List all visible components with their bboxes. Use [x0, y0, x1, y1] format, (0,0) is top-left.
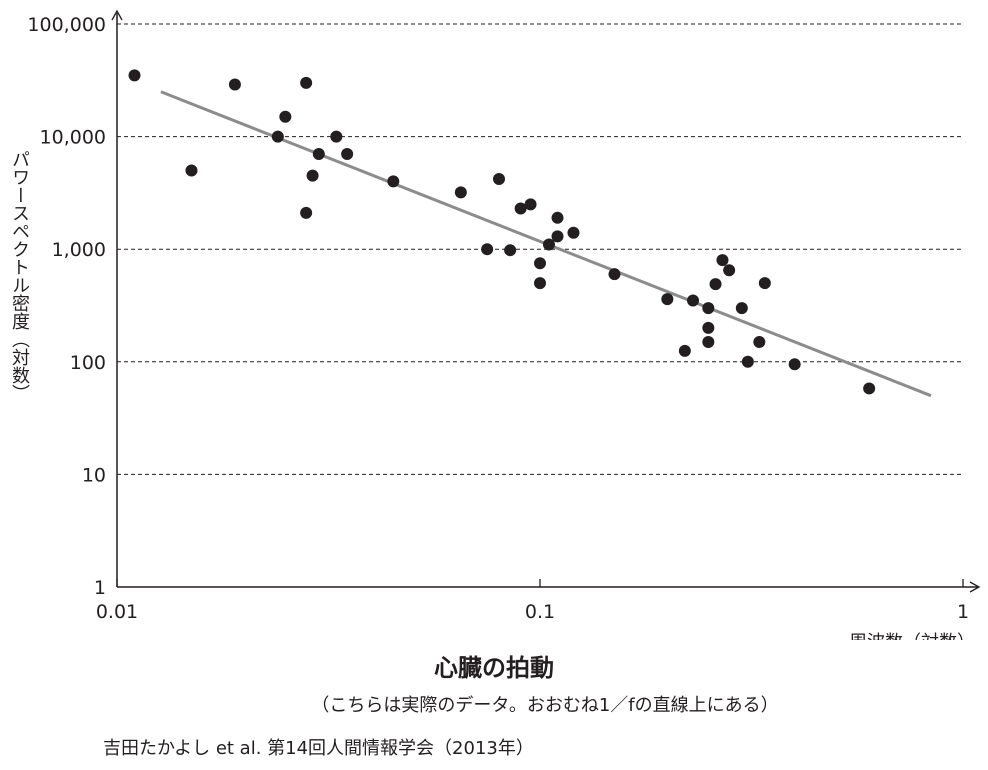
y-tick-label: 100,000 — [27, 14, 106, 36]
y-tick-label: 1,000 — [52, 239, 106, 261]
data-point — [709, 278, 722, 291]
data-point — [758, 277, 771, 290]
data-point — [271, 130, 284, 143]
data-point — [514, 202, 527, 215]
data-point — [551, 230, 564, 243]
data-points — [128, 69, 876, 395]
data-point — [300, 206, 313, 219]
data-point — [716, 254, 729, 267]
data-point — [702, 335, 715, 348]
data-point — [534, 277, 546, 290]
x-tick-label: 1 — [957, 601, 969, 623]
x-tick-label: 0.01 — [96, 601, 138, 623]
data-point — [788, 358, 801, 371]
y-axis-title: パワースペクトル密度（対数） — [9, 150, 30, 402]
axes — [111, 9, 981, 593]
data-point — [687, 294, 700, 307]
data-point — [723, 264, 736, 277]
data-point — [300, 76, 313, 89]
data-point — [228, 78, 241, 91]
data-point — [128, 69, 141, 82]
data-point — [735, 302, 748, 315]
data-point — [306, 169, 319, 182]
data-point — [608, 268, 621, 281]
data-point — [387, 175, 400, 188]
data-point — [702, 302, 715, 315]
x-tick-label: 0.1 — [525, 601, 555, 623]
data-point — [312, 148, 325, 161]
data-point — [661, 293, 674, 306]
data-point — [741, 355, 754, 368]
y-tick-label: 10 — [82, 464, 106, 486]
source-citation: 吉田たかよし et al. 第14回人間情報学会（2013年） — [103, 738, 534, 759]
data-point — [341, 148, 354, 161]
data-point — [551, 211, 564, 224]
y-tick-label: 10,000 — [40, 127, 106, 149]
data-point — [279, 110, 292, 123]
scatter-chart: 1 10 100 1,000 10,000 100,000 0.01 0.1 1 周波数（対数… — [27, 9, 981, 640]
x-axis-title: 周波数（対数） — [849, 632, 975, 640]
data-point — [534, 257, 546, 270]
chart-caption-subtitle: （こちらは実際のデータ。おおむね1／fの直線上にある） — [311, 695, 779, 716]
y-axis-arrow — [111, 9, 123, 21]
data-point — [504, 244, 517, 257]
data-point — [567, 226, 580, 239]
data-point — [863, 382, 876, 395]
y-tick-label: 100 — [70, 352, 106, 374]
data-point — [454, 186, 467, 199]
chart-caption-title: 心臓の拍動 — [434, 654, 554, 682]
y-tick-label: 1 — [94, 577, 106, 599]
y-tick-labels: 1 10 100 1,000 10,000 100,000 — [27, 14, 106, 599]
x-tick-labels: 0.01 0.1 1 — [96, 579, 969, 623]
data-point — [542, 238, 555, 251]
data-point — [678, 344, 691, 357]
data-point — [481, 243, 494, 256]
x-axis-arrow — [969, 581, 981, 593]
data-point — [753, 335, 766, 348]
data-point — [493, 173, 506, 186]
data-point — [330, 130, 343, 143]
data-point — [702, 321, 715, 334]
data-point — [185, 164, 198, 177]
data-point — [524, 198, 537, 211]
gridlines — [117, 23, 963, 475]
